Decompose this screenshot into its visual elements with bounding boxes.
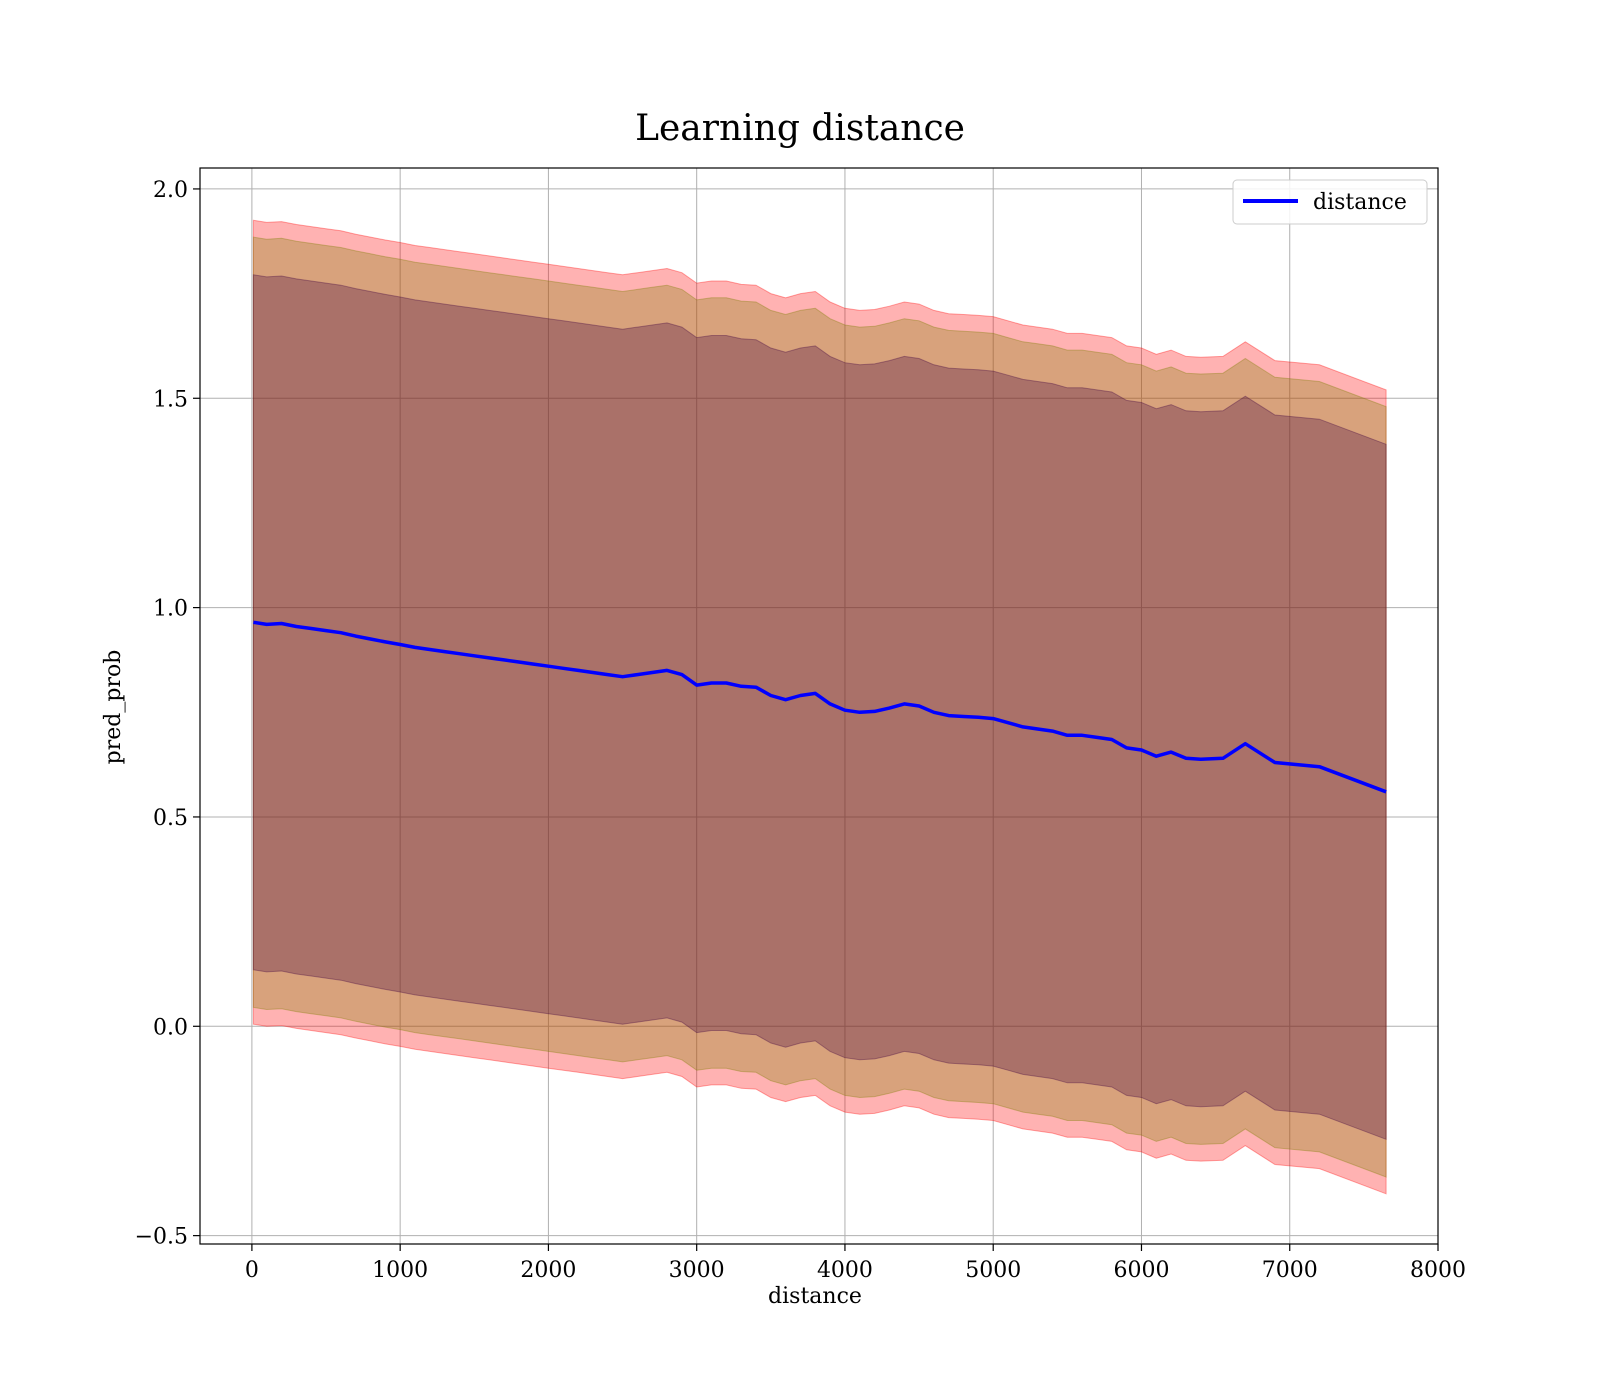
y-tick-label: 2.0 xyxy=(153,178,188,203)
legend: distance xyxy=(1232,179,1428,225)
confidence-band xyxy=(252,236,1387,1178)
axes-frame xyxy=(199,167,1439,1245)
y-tick-label: 0.0 xyxy=(153,1015,188,1040)
chart-title: Learning distance xyxy=(635,108,965,149)
plot-area xyxy=(200,168,1438,1244)
x-tick-label: 6000 xyxy=(1113,1258,1169,1283)
confidence-band xyxy=(252,274,1387,1141)
y-tick-label: 1.5 xyxy=(153,387,188,412)
x-axis-label: distance xyxy=(768,1284,862,1309)
confidence-band xyxy=(252,219,1387,1195)
x-tick-label: 0 xyxy=(245,1258,259,1283)
y-tick-label: 0.5 xyxy=(153,806,188,831)
x-axis-ticks: 0 1000 2000 3000 4000 5000 6000 7000 8000 xyxy=(245,1244,1466,1283)
axes-border xyxy=(199,167,1439,1245)
x-tick-label: 4000 xyxy=(817,1258,873,1283)
x-tick-label: 5000 xyxy=(965,1258,1021,1283)
series-lines xyxy=(253,620,1387,794)
plot-background xyxy=(200,168,1438,1244)
y-axis-label: pred_prob xyxy=(101,650,126,765)
x-tick-label: 7000 xyxy=(1262,1258,1318,1283)
series-line-distance xyxy=(253,620,1387,794)
legend-label: distance xyxy=(1313,190,1407,215)
x-tick-label: 2000 xyxy=(520,1258,576,1283)
x-tick-label: 3000 xyxy=(669,1258,725,1283)
x-tick-label: 1000 xyxy=(372,1258,428,1283)
legend-box xyxy=(1232,179,1428,225)
y-axis-ticks: −0.5 0.0 0.5 1.0 1.5 2.0 xyxy=(135,178,200,1250)
x-tick-label: 8000 xyxy=(1410,1258,1466,1283)
y-tick-label: 1.0 xyxy=(153,597,188,622)
confidence-bands xyxy=(252,219,1387,1195)
y-tick-label: −0.5 xyxy=(135,1225,188,1250)
